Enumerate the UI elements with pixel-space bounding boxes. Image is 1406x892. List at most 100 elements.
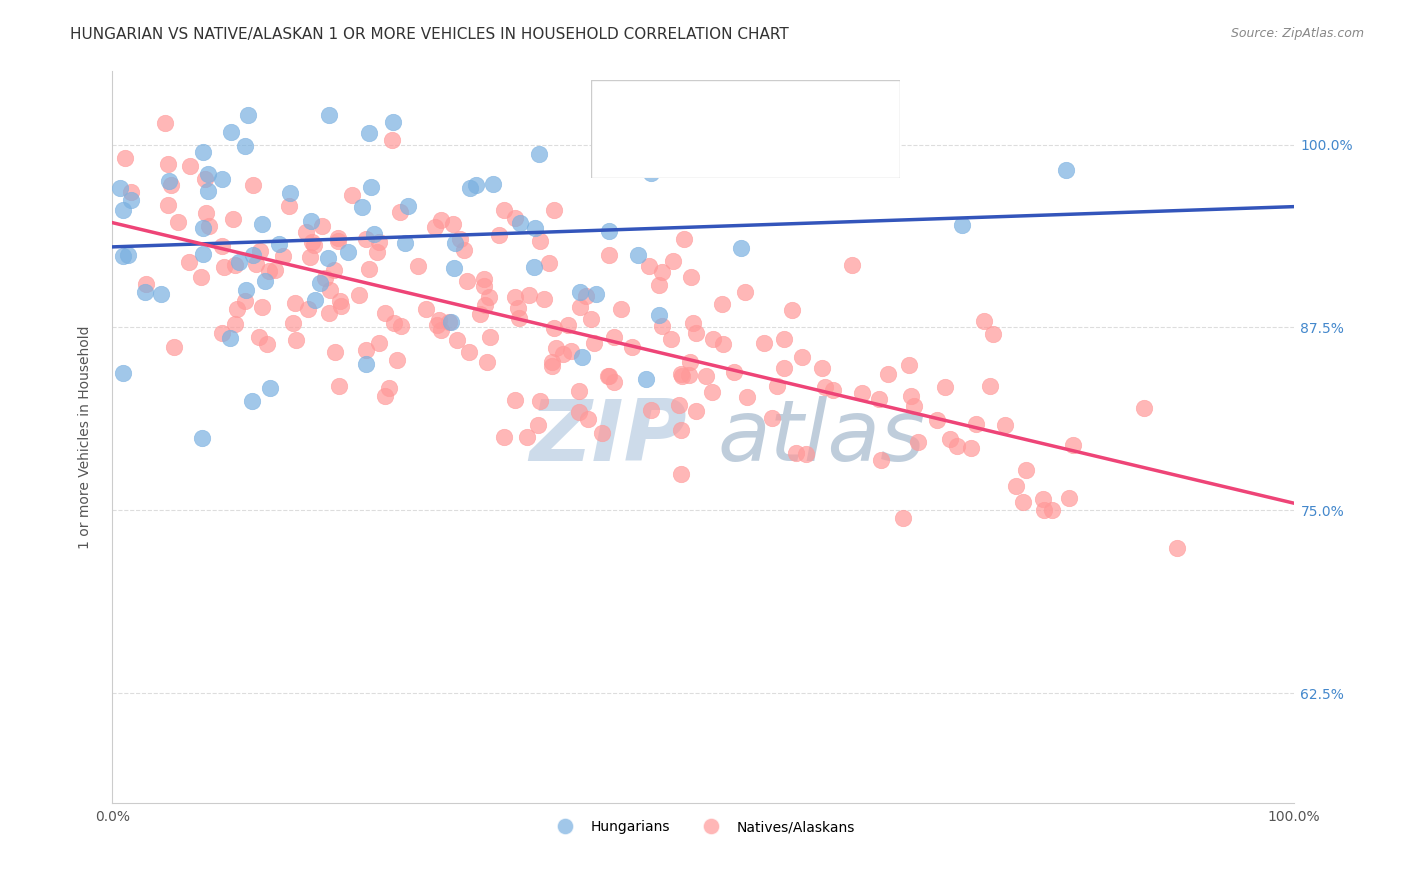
Point: [681, 269, 703, 284]
Point: [330, 299, 353, 313]
Point: [1004, 479, 1026, 493]
Point: [439, 315, 461, 329]
Point: [591, 426, 613, 441]
Point: [252, 301, 274, 315]
Point: [211, 239, 233, 253]
Point: [240, 393, 263, 408]
Point: [336, 245, 359, 260]
Point: [492, 203, 515, 218]
Point: [488, 227, 510, 242]
Point: [328, 379, 350, 393]
Point: [647, 309, 669, 323]
Point: [979, 379, 1001, 393]
Point: [695, 369, 717, 384]
Point: [478, 290, 501, 304]
Point: [446, 333, 468, 347]
Point: [224, 258, 246, 272]
Point: [907, 435, 929, 450]
Point: [841, 258, 863, 272]
Point: [761, 410, 783, 425]
Point: [1166, 541, 1188, 555]
Point: [329, 293, 352, 308]
Point: [394, 236, 416, 251]
Point: [575, 288, 598, 302]
Point: [1062, 438, 1084, 452]
Point: [108, 181, 131, 195]
Point: [603, 330, 626, 344]
Point: [568, 384, 591, 398]
Point: [179, 160, 201, 174]
Point: [391, 319, 413, 334]
Point: [278, 186, 301, 200]
Point: [544, 341, 567, 355]
Point: [368, 336, 391, 351]
Point: [259, 381, 281, 395]
Point: [453, 243, 475, 257]
Point: [354, 232, 377, 246]
Point: [301, 235, 323, 250]
Point: [571, 350, 593, 364]
Point: [637, 259, 659, 273]
Point: [939, 432, 962, 446]
Point: [735, 390, 758, 404]
Point: [318, 284, 340, 298]
Point: [283, 316, 305, 330]
Point: [212, 260, 235, 275]
Point: [374, 389, 396, 403]
Point: [630, 108, 652, 122]
Point: [219, 331, 242, 345]
Point: [529, 234, 551, 248]
Point: [673, 232, 696, 246]
Point: [533, 292, 555, 306]
Point: [927, 413, 949, 427]
Text: N =: N =: [770, 101, 800, 115]
Point: [363, 227, 385, 241]
Point: [233, 138, 256, 153]
Point: [112, 249, 135, 263]
Point: [598, 369, 620, 384]
Point: [994, 418, 1017, 433]
Point: [304, 293, 326, 307]
Circle shape: [581, 99, 637, 117]
Point: [734, 285, 756, 299]
Text: R =: R =: [640, 101, 671, 115]
Text: Source: ZipAtlas.com: Source: ZipAtlas.com: [1230, 27, 1364, 40]
Point: [233, 294, 256, 309]
Point: [340, 187, 363, 202]
Point: [669, 368, 692, 382]
Legend: Hungarians, Natives/Alaskans: Hungarians, Natives/Alaskans: [546, 814, 860, 839]
Point: [965, 417, 987, 431]
Point: [973, 314, 995, 328]
Point: [197, 184, 219, 198]
Point: [191, 431, 214, 445]
Point: [651, 319, 673, 334]
Point: [682, 316, 704, 330]
Point: [557, 318, 579, 332]
Point: [245, 257, 267, 271]
Point: [464, 178, 486, 193]
Point: [482, 178, 505, 192]
Point: [190, 269, 212, 284]
Point: [396, 199, 419, 213]
Point: [367, 235, 389, 249]
Point: [193, 145, 215, 160]
Text: 66: 66: [823, 101, 846, 115]
Point: [821, 383, 844, 397]
Point: [685, 326, 707, 340]
Point: [472, 279, 495, 293]
Point: [427, 312, 450, 326]
Point: [1033, 503, 1056, 517]
Point: [382, 317, 405, 331]
Point: [794, 447, 817, 461]
Point: [163, 340, 186, 354]
Point: [509, 216, 531, 230]
Point: [678, 368, 700, 383]
Point: [236, 108, 259, 122]
Point: [659, 332, 682, 346]
Point: [328, 230, 350, 244]
Point: [374, 305, 396, 319]
Point: [326, 235, 349, 249]
Point: [120, 185, 142, 199]
Point: [285, 333, 308, 347]
Point: [135, 277, 157, 291]
